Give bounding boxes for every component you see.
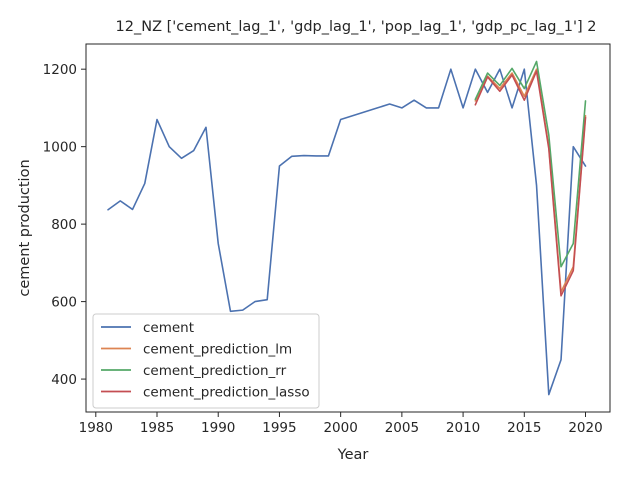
x-tick-label: 1990 [201, 420, 235, 436]
series-line-cement-prediction-lasso [474, 70, 587, 297]
x-tick-label: 1995 [262, 420, 296, 436]
legend-label: cement_prediction_lasso [143, 385, 310, 401]
series-line-cement-prediction-lm [474, 68, 587, 293]
y-tick-label: 800 [51, 217, 77, 233]
chart-title: 12_NZ ['cement_lag_1', 'gdp_lag_1', 'pop… [116, 19, 597, 35]
y-tick-label: 400 [51, 372, 77, 388]
x-tick-label: 1980 [79, 420, 113, 436]
legend-label: cement [143, 320, 194, 336]
series-line-cement [107, 68, 587, 396]
y-axis-title: cement production [17, 159, 33, 296]
x-axis: 1980 1985 1990 1995 2000 2005 2010 2015 2020 [79, 412, 603, 436]
y-axis: 400 600 800 1000 1200 [43, 62, 86, 388]
y-tick-label: 600 [51, 295, 77, 311]
x-tick-label: 2005 [385, 420, 419, 436]
legend-label: cement_prediction_rr [143, 363, 287, 379]
x-axis-title: Year [337, 447, 369, 463]
plot-frame [85, 43, 611, 413]
legend-label: cement_prediction_lm [143, 342, 292, 358]
x-tick-label: 2000 [323, 420, 357, 436]
x-tick-label: 2015 [507, 420, 541, 436]
y-tick-label: 1200 [43, 62, 77, 78]
legend: cement cement_prediction_lm cement_predict… [92, 313, 320, 409]
series-line-cement-prediction-rr [474, 60, 587, 268]
legend-box [92, 313, 320, 409]
x-tick-label: 2020 [568, 420, 602, 436]
x-tick-label: 1985 [140, 420, 174, 436]
y-tick-label: 1000 [43, 140, 77, 156]
x-tick-label: 2010 [446, 420, 480, 436]
series-lines [107, 60, 587, 396]
